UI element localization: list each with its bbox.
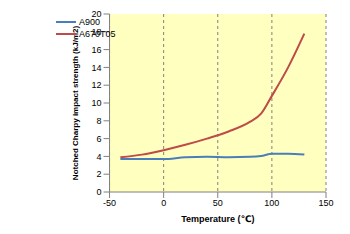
svg-text:50: 50 [213,198,223,208]
svg-text:8: 8 [97,116,102,126]
svg-text:10: 10 [92,98,102,108]
svg-text:Temperature (℃): Temperature (℃) [181,214,254,224]
svg-text:16: 16 [92,45,102,55]
svg-text:100: 100 [264,198,279,208]
svg-text:Notched Charpy impact strength: Notched Charpy impact strength (kJ/m2) [71,26,80,181]
svg-text:-50: -50 [103,198,116,208]
svg-text:6: 6 [97,134,102,144]
svg-text:14: 14 [92,63,102,73]
svg-text:2: 2 [97,169,102,179]
svg-text:4: 4 [97,152,102,162]
svg-text:0: 0 [97,187,102,197]
svg-text:20: 20 [92,9,102,19]
svg-text:0: 0 [161,198,166,208]
svg-text:150: 150 [318,198,333,208]
svg-text:12: 12 [92,80,102,90]
svg-text:18: 18 [92,27,102,37]
